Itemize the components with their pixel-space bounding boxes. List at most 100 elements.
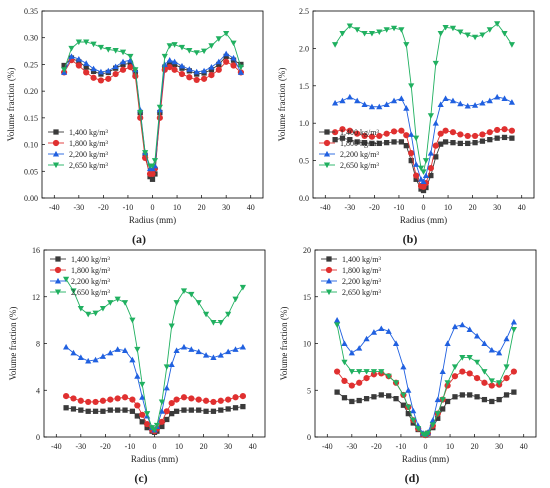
data-point bbox=[237, 64, 244, 71]
y-tick-label: 0.35 bbox=[24, 7, 38, 16]
data-point bbox=[444, 340, 451, 346]
data-point bbox=[442, 139, 449, 145]
data-point bbox=[408, 83, 415, 89]
data-point bbox=[508, 99, 515, 105]
data-point bbox=[112, 63, 119, 70]
y-tick-label: 0 bbox=[307, 433, 311, 442]
data-point bbox=[437, 30, 444, 37]
data-point bbox=[508, 127, 515, 134]
y-axis-title: Volume fraction (%) bbox=[277, 68, 287, 142]
data-point bbox=[494, 21, 501, 27]
data-point bbox=[341, 395, 348, 401]
x-tick-label: -30 bbox=[73, 203, 84, 212]
legend-label: 1,400 kg/m³ bbox=[340, 128, 379, 137]
data-point bbox=[225, 406, 231, 412]
panel-label: (a) bbox=[132, 232, 146, 246]
data-point bbox=[332, 99, 339, 106]
data-point bbox=[383, 27, 390, 33]
data-point bbox=[139, 411, 146, 418]
legend-label: 2,200 kg/m³ bbox=[340, 150, 379, 159]
data-point bbox=[76, 59, 82, 65]
legend-marker bbox=[53, 129, 59, 135]
data-point bbox=[215, 58, 222, 65]
x-tick-label: -30 bbox=[75, 442, 86, 451]
data-point bbox=[438, 141, 444, 147]
data-point bbox=[386, 393, 392, 399]
data-point bbox=[77, 397, 84, 404]
data-point bbox=[363, 374, 370, 382]
data-point bbox=[403, 132, 410, 139]
data-point bbox=[361, 101, 368, 107]
data-point bbox=[215, 66, 222, 73]
data-point bbox=[223, 53, 229, 60]
data-point bbox=[83, 39, 90, 46]
data-point bbox=[400, 363, 407, 370]
legend-marker bbox=[326, 256, 332, 262]
data-point bbox=[230, 40, 237, 47]
data-point bbox=[83, 60, 90, 66]
data-point bbox=[479, 131, 486, 138]
data-point bbox=[180, 288, 188, 295]
data-point bbox=[356, 379, 363, 386]
legend-label: 2,650 kg/m³ bbox=[342, 288, 381, 297]
data-point bbox=[356, 345, 363, 351]
series-3 bbox=[332, 93, 515, 185]
series-1 bbox=[332, 134, 515, 194]
data-point bbox=[70, 288, 77, 295]
data-point bbox=[510, 318, 517, 325]
data-point bbox=[391, 139, 397, 145]
data-point bbox=[428, 172, 434, 179]
legend-marker bbox=[324, 129, 330, 135]
data-point bbox=[77, 305, 84, 312]
y-tick-label: 0.0 bbox=[299, 194, 309, 203]
data-point bbox=[239, 284, 246, 291]
x-tick-label: 20 bbox=[469, 203, 477, 212]
data-point bbox=[217, 319, 224, 326]
data-point bbox=[115, 407, 121, 413]
data-point bbox=[92, 398, 99, 406]
data-point bbox=[501, 126, 508, 133]
data-point bbox=[501, 134, 508, 141]
series-line bbox=[336, 371, 515, 436]
data-point bbox=[127, 64, 134, 71]
data-point bbox=[202, 397, 210, 404]
data-point bbox=[153, 422, 161, 429]
data-point bbox=[200, 75, 208, 82]
data-point bbox=[107, 300, 114, 306]
data-point bbox=[97, 68, 105, 75]
data-point bbox=[105, 46, 112, 53]
series-1 bbox=[334, 389, 517, 438]
data-point bbox=[121, 300, 129, 306]
data-point bbox=[195, 396, 202, 403]
data-point bbox=[368, 30, 376, 37]
y-axis-title: Volume fraction (%) bbox=[279, 307, 289, 381]
data-point bbox=[99, 305, 107, 312]
data-point bbox=[457, 140, 463, 147]
y-axis-title: Volume fraction (%) bbox=[8, 307, 18, 381]
y-tick-label: 20 bbox=[303, 246, 311, 255]
data-point bbox=[369, 140, 375, 147]
x-tick-label: 20 bbox=[198, 203, 206, 212]
data-point bbox=[450, 140, 456, 146]
data-point bbox=[167, 60, 173, 66]
data-point bbox=[510, 368, 517, 375]
data-point bbox=[434, 411, 441, 417]
data-point bbox=[168, 361, 175, 368]
chart-panel-3: -40 -30 -20 -10 0 10 20 30 40 0 4 8 12 16 Radius (mm) V… bbox=[8, 246, 266, 485]
y-tick-label: 12 bbox=[32, 293, 40, 302]
data-point bbox=[159, 423, 165, 430]
data-point bbox=[218, 407, 224, 413]
data-point bbox=[398, 127, 405, 134]
data-point bbox=[186, 48, 193, 54]
data-point bbox=[417, 165, 425, 172]
x-tick-label: -40 bbox=[49, 203, 60, 212]
data-point bbox=[496, 380, 503, 386]
data-point bbox=[232, 296, 239, 303]
y-tick-label: 0.5 bbox=[299, 157, 309, 166]
y-tick-label: 0.10 bbox=[24, 141, 38, 150]
data-point bbox=[449, 25, 457, 32]
data-point bbox=[481, 340, 488, 346]
legend-marker bbox=[52, 139, 60, 147]
legend-marker bbox=[54, 266, 62, 274]
